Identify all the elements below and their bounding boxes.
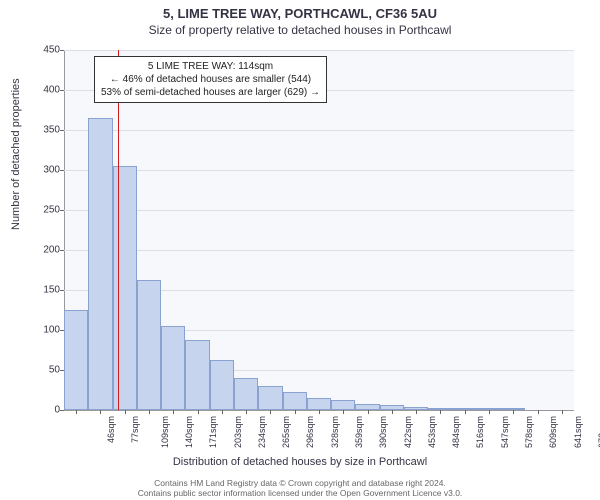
ytick-label: 250 — [30, 205, 60, 216]
xtick-label: 328sqm — [330, 416, 340, 448]
xtick-mark — [562, 410, 563, 414]
ytick-label: 400 — [30, 85, 60, 96]
annotation-line-3: 53% of semi-detached houses are larger (… — [101, 86, 320, 99]
histogram-bar — [258, 386, 282, 410]
xtick-mark — [149, 410, 150, 414]
xtick-label: 203sqm — [233, 416, 243, 448]
ytick-mark — [60, 290, 64, 291]
xtick-mark — [368, 410, 369, 414]
xtick-mark — [198, 410, 199, 414]
xtick-mark — [222, 410, 223, 414]
xtick-mark — [125, 410, 126, 414]
ytick-label: 450 — [30, 45, 60, 56]
histogram-bar — [331, 400, 355, 410]
histogram-bar — [64, 310, 88, 410]
ytick-label: 50 — [30, 365, 60, 376]
ytick-mark — [60, 130, 64, 131]
page-subtitle: Size of property relative to detached ho… — [0, 23, 600, 37]
xtick-label: 609sqm — [548, 416, 558, 448]
ytick-label: 0 — [30, 405, 60, 416]
xtick-label: 578sqm — [524, 416, 534, 448]
xtick-label: 296sqm — [305, 416, 315, 448]
xtick-mark — [440, 410, 441, 414]
xtick-label: 140sqm — [184, 416, 194, 448]
histogram-bar — [234, 378, 258, 410]
xtick-mark — [513, 410, 514, 414]
histogram-bar — [185, 340, 209, 410]
xtick-label: 547sqm — [500, 416, 510, 448]
y-axis-title: Number of detached properties — [10, 78, 22, 230]
xtick-label: 171sqm — [208, 416, 218, 448]
footer-line-2: Contains public sector information licen… — [0, 488, 600, 498]
grid-line — [64, 50, 574, 51]
annotation-line-1: 5 LIME TREE WAY: 114sqm — [101, 60, 320, 73]
xtick-mark — [319, 410, 320, 414]
ytick-mark — [60, 410, 64, 411]
xtick-mark — [416, 410, 417, 414]
xtick-mark — [392, 410, 393, 414]
xtick-label: 109sqm — [160, 416, 170, 448]
page-title: 5, LIME TREE WAY, PORTHCAWL, CF36 5AU — [0, 6, 600, 21]
xtick-label: 516sqm — [475, 416, 485, 448]
chart-plot-area: 5 LIME TREE WAY: 114sqm← 46% of detached… — [64, 50, 574, 411]
xtick-mark — [489, 410, 490, 414]
annotation-box: 5 LIME TREE WAY: 114sqm← 46% of detached… — [94, 56, 327, 103]
xtick-label: 265sqm — [281, 416, 291, 448]
xtick-mark — [538, 410, 539, 414]
grid-line — [64, 210, 574, 211]
ytick-mark — [60, 210, 64, 211]
histogram-bar — [283, 392, 307, 410]
histogram-bar — [113, 166, 137, 410]
xtick-mark — [270, 410, 271, 414]
xtick-mark — [173, 410, 174, 414]
grid-line — [64, 250, 574, 251]
xtick-label: 46sqm — [106, 416, 116, 443]
xtick-label: 77sqm — [130, 416, 140, 443]
histogram-bar — [210, 360, 234, 410]
ytick-mark — [60, 250, 64, 251]
histogram-bar — [161, 326, 185, 410]
ytick-mark — [60, 170, 64, 171]
grid-line — [64, 130, 574, 131]
ytick-label: 350 — [30, 125, 60, 136]
ytick-label: 200 — [30, 245, 60, 256]
xtick-mark — [76, 410, 77, 414]
ytick-mark — [60, 90, 64, 91]
xtick-label: 359sqm — [354, 416, 364, 448]
xtick-mark — [246, 410, 247, 414]
xtick-label: 641sqm — [573, 416, 583, 448]
xtick-mark — [295, 410, 296, 414]
marker-line — [118, 50, 120, 410]
xtick-mark — [100, 410, 101, 414]
xtick-label: 484sqm — [451, 416, 461, 448]
annotation-line-2: ← 46% of detached houses are smaller (54… — [101, 73, 320, 86]
x-axis-title: Distribution of detached houses by size … — [0, 456, 600, 468]
footer-line-1: Contains HM Land Registry data © Crown c… — [0, 478, 600, 488]
xtick-label: 453sqm — [427, 416, 437, 448]
xtick-mark — [465, 410, 466, 414]
histogram-bar — [307, 398, 331, 410]
xtick-label: 390sqm — [378, 416, 388, 448]
ytick-label: 150 — [30, 285, 60, 296]
histogram-bar — [137, 280, 161, 410]
footer-credits: Contains HM Land Registry data © Crown c… — [0, 478, 600, 498]
grid-line — [64, 170, 574, 171]
ytick-mark — [60, 50, 64, 51]
xtick-label: 422sqm — [403, 416, 413, 448]
xtick-mark — [343, 410, 344, 414]
ytick-label: 300 — [30, 165, 60, 176]
xtick-label: 234sqm — [257, 416, 267, 448]
histogram-bar — [88, 118, 112, 410]
ytick-label: 100 — [30, 325, 60, 336]
